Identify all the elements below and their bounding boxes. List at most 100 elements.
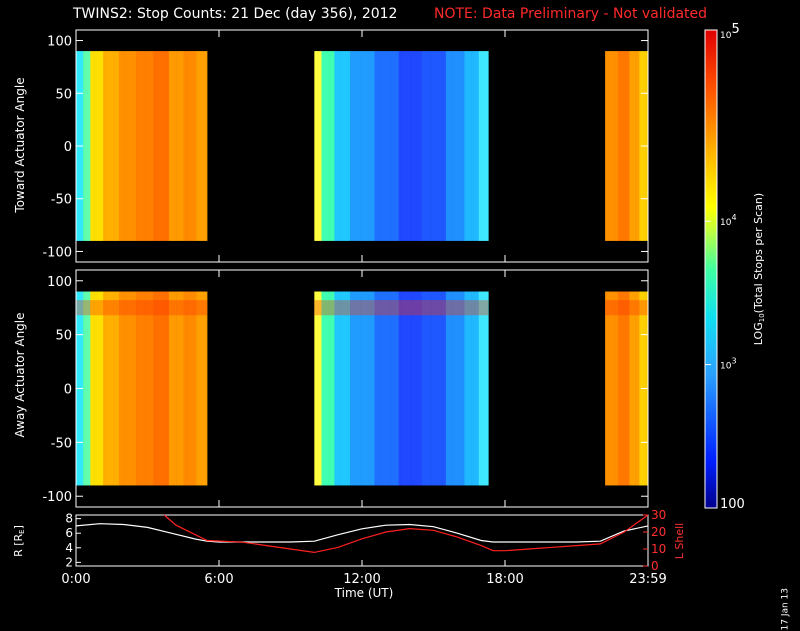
heatmap-column bbox=[392, 51, 395, 241]
heatmap-column bbox=[194, 291, 197, 486]
heatmap-column bbox=[619, 51, 622, 241]
heatmap-column bbox=[633, 51, 636, 241]
heatmap-column bbox=[370, 291, 372, 486]
heatmap-column bbox=[454, 291, 457, 486]
heatmap-column bbox=[357, 51, 359, 241]
heatmap-column bbox=[423, 291, 425, 486]
heatmap-column bbox=[110, 51, 113, 241]
heatmap-column bbox=[166, 51, 168, 241]
heatmap-column bbox=[384, 51, 387, 241]
heatmap-column bbox=[178, 291, 181, 486]
heatmap-column bbox=[123, 291, 125, 486]
heatmap-column bbox=[622, 51, 624, 241]
colorbar-tick-label: 100 bbox=[720, 497, 745, 512]
x-tick-label: 0:00 bbox=[61, 572, 90, 587]
heatmap-column bbox=[438, 51, 441, 241]
heatmap-column bbox=[100, 51, 103, 241]
heatmap-column bbox=[148, 51, 151, 241]
heatmap-column bbox=[201, 51, 204, 241]
heatmap-column bbox=[204, 291, 207, 486]
heatmap-column bbox=[344, 51, 347, 241]
heatmap-column bbox=[400, 291, 402, 486]
heatmap-column bbox=[430, 51, 432, 241]
orbit-right-tick-label: 0 bbox=[651, 559, 659, 573]
heatmap-column bbox=[423, 51, 425, 241]
heatmap-column bbox=[639, 291, 642, 486]
heatmap-column bbox=[127, 291, 130, 486]
heatmap-column bbox=[434, 51, 437, 241]
heatmap-column bbox=[465, 291, 468, 486]
heatmap-column bbox=[606, 291, 609, 486]
heatmap-column bbox=[626, 291, 629, 486]
heatmap-column bbox=[457, 51, 460, 241]
heatmap-column bbox=[124, 291, 127, 486]
heatmap-column bbox=[332, 51, 335, 241]
heatmap-column bbox=[475, 291, 478, 486]
heatmap-column bbox=[468, 291, 471, 486]
heatmap-column bbox=[203, 51, 205, 241]
heatmap-column bbox=[483, 291, 485, 486]
heatmap-column bbox=[360, 291, 362, 486]
heatmap-column bbox=[194, 51, 197, 241]
heatmap-column bbox=[438, 291, 441, 486]
heatmap-column bbox=[93, 51, 95, 241]
heatmap-column bbox=[398, 51, 401, 241]
heatmap-column bbox=[413, 291, 415, 486]
orbit-y-tick-label: 2 bbox=[65, 555, 73, 569]
r-distance-line bbox=[75, 523, 649, 543]
heatmap-column bbox=[388, 51, 391, 241]
heatmap-column bbox=[334, 291, 337, 486]
heatmap-column bbox=[397, 291, 400, 486]
x-axis-label: Time (UT) bbox=[334, 586, 394, 600]
heatmap-column bbox=[87, 51, 90, 241]
heatmap-column bbox=[371, 51, 374, 241]
heatmap-column bbox=[364, 51, 367, 241]
heatmap-column bbox=[428, 51, 431, 241]
heatmap-column bbox=[619, 291, 622, 486]
heatmap-column bbox=[354, 51, 357, 241]
heatmap-column bbox=[485, 291, 488, 486]
heatmap-column bbox=[197, 51, 200, 241]
heatmap-column bbox=[633, 291, 636, 486]
heatmap-column bbox=[636, 291, 639, 486]
heatmap-column bbox=[420, 291, 422, 486]
heatmap-column bbox=[161, 51, 164, 241]
y-tick-label: -100 bbox=[42, 245, 72, 260]
heatmap-column bbox=[193, 51, 195, 241]
heatmap-column bbox=[441, 51, 444, 241]
heatmap-column bbox=[150, 51, 153, 241]
heatmap-column bbox=[320, 51, 322, 241]
heatmap-column bbox=[404, 291, 407, 486]
orbit-frame bbox=[75, 514, 649, 567]
heatmap-column bbox=[418, 51, 421, 241]
heatmap-column bbox=[615, 291, 617, 486]
heatmap-column bbox=[344, 291, 347, 486]
heatmap-column bbox=[431, 291, 434, 486]
heatmap-column bbox=[184, 291, 187, 486]
heatmap-column bbox=[140, 51, 143, 241]
heatmap-column bbox=[187, 291, 190, 486]
heatmap-column bbox=[173, 51, 175, 241]
y-tick-label: 0 bbox=[64, 383, 72, 398]
heatmap-column bbox=[443, 51, 445, 241]
heatmap-column bbox=[605, 291, 607, 486]
heatmap-column bbox=[464, 291, 467, 486]
heatmap-column bbox=[100, 291, 103, 486]
heatmap-column bbox=[407, 291, 410, 486]
heatmap-column bbox=[322, 51, 325, 241]
heatmap-column bbox=[200, 51, 203, 241]
heatmap-column bbox=[133, 291, 135, 486]
colorbar-label-log: LOG bbox=[752, 322, 765, 345]
heatmap-column bbox=[160, 51, 163, 241]
heatmap-column bbox=[124, 51, 127, 241]
heatmap-column bbox=[188, 51, 191, 241]
heatmap-column bbox=[434, 291, 437, 486]
heatmap-column bbox=[484, 291, 487, 486]
heatmap-column bbox=[408, 51, 411, 241]
heatmap-column bbox=[351, 51, 354, 241]
heatmap-column bbox=[387, 291, 389, 486]
heatmap-column bbox=[392, 291, 395, 486]
heatmap-column bbox=[167, 291, 170, 486]
heatmap-column bbox=[91, 291, 94, 486]
y-tick-label: -100 bbox=[42, 490, 72, 505]
